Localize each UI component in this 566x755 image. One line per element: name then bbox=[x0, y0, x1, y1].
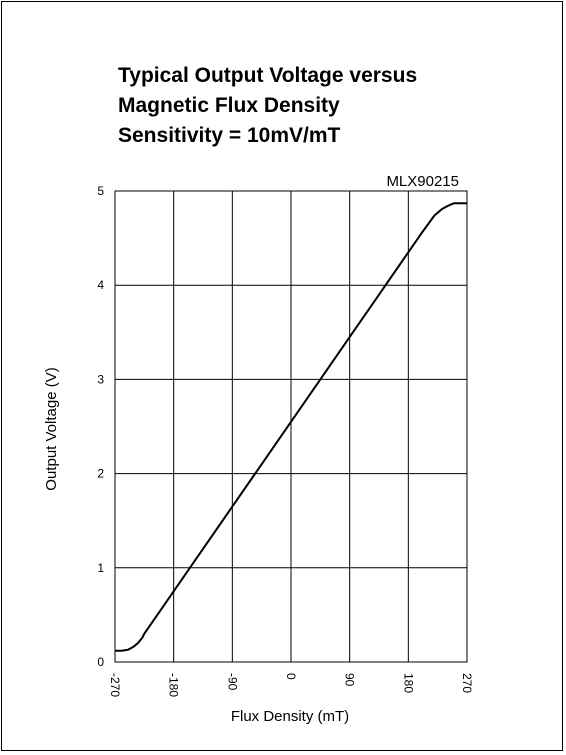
grid bbox=[114, 190, 468, 663]
y-tick-label: 3 bbox=[97, 372, 104, 386]
x-tick-label: 90 bbox=[343, 673, 357, 687]
chart-title-line-1: Typical Output Voltage versus bbox=[118, 64, 417, 87]
x-tick-label: -180 bbox=[167, 673, 181, 697]
x-tick-label: -270 bbox=[108, 673, 122, 697]
x-tick-label: 180 bbox=[401, 673, 415, 693]
y-axis-title: Output Voltage (V) bbox=[43, 367, 60, 490]
series-layer bbox=[115, 202, 467, 652]
chart-title-line-2: Magnetic Flux Density bbox=[118, 94, 340, 117]
plot-area-border bbox=[114, 190, 468, 663]
y-tick-label: 5 bbox=[97, 184, 104, 198]
device-annotation: MLX90215 bbox=[386, 173, 459, 190]
series-line bbox=[115, 202, 467, 652]
y-tick-label: 1 bbox=[97, 561, 104, 575]
chart-title-line-3: Sensitivity = 10mV/mT bbox=[118, 124, 341, 147]
x-tick-label: 270 bbox=[460, 673, 474, 693]
x-tick-label: -90 bbox=[225, 673, 239, 691]
y-tick-label: 4 bbox=[97, 278, 104, 292]
tick-labels: -270 -180 -90 0 90 180 270 0 1 2 3 4 5 bbox=[97, 184, 474, 697]
x-axis-title: Flux Density (mT) bbox=[231, 708, 349, 725]
y-tick-label: 2 bbox=[97, 467, 104, 481]
y-tick-label: 0 bbox=[97, 655, 104, 669]
x-tick-label: 0 bbox=[284, 673, 298, 680]
